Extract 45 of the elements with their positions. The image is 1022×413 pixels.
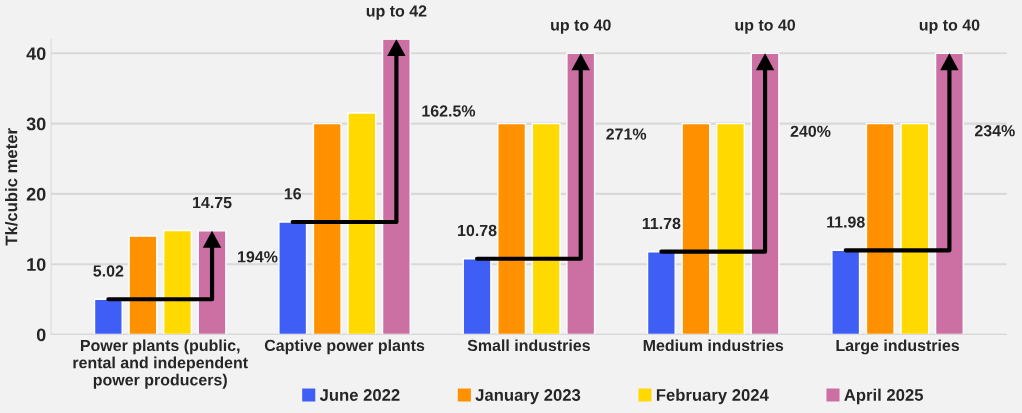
data-label: 10.78 xyxy=(458,224,497,237)
x-tick-label: Medium industries xyxy=(643,339,784,352)
bar xyxy=(497,122,527,335)
bar xyxy=(347,112,377,335)
data-label: up to 42 xyxy=(366,5,427,20)
y-tick-label: 10 xyxy=(27,258,46,271)
data-label: up to 40 xyxy=(735,19,796,34)
x-tick-label: Large industries xyxy=(836,339,960,355)
x-tick-label: Small industries xyxy=(467,339,590,352)
bar xyxy=(681,122,711,335)
annotation: 240% xyxy=(790,125,831,137)
bar xyxy=(93,298,123,335)
bar xyxy=(462,258,492,335)
bar xyxy=(646,251,676,335)
y-tick-label: 0 xyxy=(36,328,46,342)
legend-label: June 2022 xyxy=(319,389,400,401)
annotation: 271% xyxy=(606,128,647,140)
data-label: up to 40 xyxy=(551,19,611,34)
legend-label: February 2024 xyxy=(656,388,769,405)
x-tick-label: Power plants (public, rental and independent power producers) xyxy=(73,339,248,389)
annotation: 194% xyxy=(238,251,278,263)
y-tick-label: 20 xyxy=(26,187,46,201)
bar xyxy=(128,235,158,335)
data-label: 16 xyxy=(284,188,302,200)
bar xyxy=(831,249,861,335)
legend-label: January 2023 xyxy=(475,389,581,405)
data-label: up to 40 xyxy=(919,19,980,34)
bar xyxy=(715,122,746,335)
bar xyxy=(312,122,342,335)
annotation: 162.5% xyxy=(422,105,476,117)
data-label: 5.02 xyxy=(93,265,124,277)
bar xyxy=(900,122,930,335)
annotation: 234% xyxy=(974,125,1015,137)
y-tick-label: 30 xyxy=(26,117,46,131)
x-tick-label: Captive power plants xyxy=(264,339,425,355)
data-label: 11.78 xyxy=(642,217,681,230)
bar xyxy=(865,122,895,335)
data-label: 14.75 xyxy=(193,197,232,209)
bar xyxy=(278,221,308,335)
bar xyxy=(162,229,193,335)
bar xyxy=(531,122,561,335)
y-tick-label: 40 xyxy=(26,47,46,61)
y-axis-title: Tk/cubic meter xyxy=(5,128,18,246)
legend-label: April 2025 xyxy=(844,388,924,405)
data-label: 11.98 xyxy=(827,216,865,228)
